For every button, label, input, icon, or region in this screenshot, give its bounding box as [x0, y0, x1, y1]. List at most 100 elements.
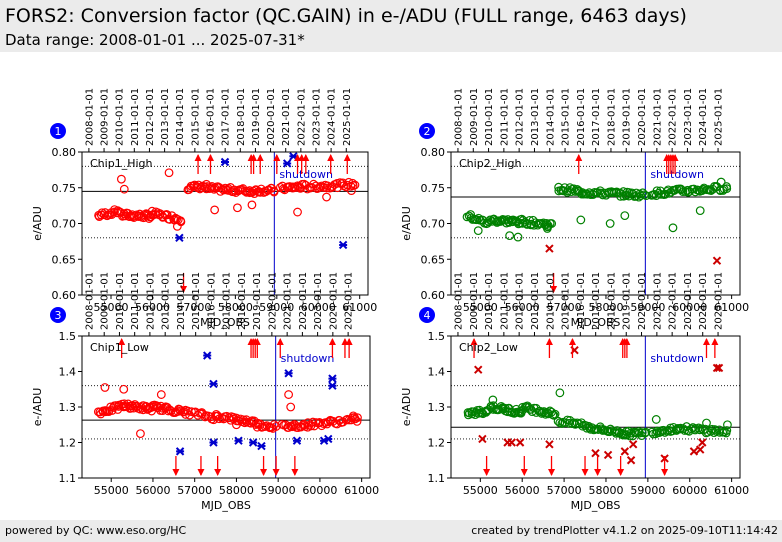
arrow-up-head: [276, 338, 284, 345]
data-point: [722, 184, 732, 194]
cross-marker: [712, 256, 722, 265]
date-tick-label: 2012-01-01: [145, 88, 156, 146]
outlier-marker: [175, 447, 185, 456]
y-tick-label: 0.80: [421, 146, 446, 159]
y-axis-label: e/ADU: [400, 206, 413, 241]
date-tick-label: 2019-01-01: [622, 272, 633, 330]
date-tick-label: 2014-01-01: [176, 272, 187, 330]
arrow-up-head: [345, 338, 353, 345]
date-tick-label: 2019-01-01: [622, 88, 633, 146]
arrow-up-head: [702, 338, 710, 345]
cross-marker: [698, 438, 707, 447]
x-tick-label: 56000: [135, 484, 170, 497]
data-point: [723, 420, 732, 430]
arrow-down-head: [550, 286, 558, 293]
outlier-marker: [257, 441, 266, 451]
y-tick-label: 0.60: [52, 289, 77, 302]
date-tick-label: 2017-01-01: [221, 88, 232, 146]
date-tick-label: 2022-01-01: [296, 88, 307, 146]
y-tick-label: 1.2: [59, 437, 77, 450]
date-tick-label: 2016-01-01: [206, 272, 217, 330]
data-point: [472, 215, 482, 225]
data-point: [308, 417, 318, 427]
date-tick-label: 2023-01-01: [683, 272, 694, 330]
data-point: [353, 413, 362, 423]
data-point: [710, 425, 720, 434]
date-tick-label: 2012-01-01: [515, 88, 526, 146]
date-tick-label: 2020-01-01: [266, 88, 277, 146]
x-tick-label: 61000: [714, 301, 749, 314]
x-tick-label: 59000: [630, 301, 665, 314]
date-tick-label: 2009-01-01: [469, 88, 480, 146]
data-point: [156, 390, 166, 399]
date-tick-label: 2019-01-01: [252, 272, 263, 330]
date-tick-label: 2010-01-01: [115, 272, 126, 330]
arrow-up-head: [250, 154, 258, 161]
arrow-down-head: [548, 469, 556, 476]
date-tick-label: 2021-01-01: [281, 88, 292, 146]
date-tick-label: 2013-01-01: [530, 88, 541, 146]
data-point: [322, 192, 331, 202]
y-tick-label: 1.3: [428, 401, 446, 414]
date-tick-label: 2021-01-01: [652, 272, 663, 330]
data-point: [233, 203, 242, 213]
outlier-marker: [284, 369, 293, 378]
date-tick-label: 2024-01-01: [698, 88, 709, 146]
date-tick-label: 2016-01-01: [576, 88, 587, 146]
arrow-up-head: [256, 154, 264, 161]
panel-badge-label: 2: [424, 125, 431, 138]
data-layer: [462, 154, 732, 293]
data-point: [576, 215, 586, 225]
event-label: shutdown: [281, 352, 335, 365]
header-bar: FORS2: Conversion factor (QC.GAIN) in e-…: [0, 0, 782, 52]
footer-credit: powered by QC: www.eso.org/HC: [5, 524, 187, 537]
arrow-down-head: [214, 469, 222, 476]
outlier-marker: [234, 436, 243, 445]
data-point: [520, 217, 530, 227]
data-point: [210, 205, 220, 215]
data-point: [317, 181, 326, 191]
data-point: [348, 411, 358, 421]
data-point: [488, 395, 498, 405]
arrow-up-head: [302, 154, 310, 161]
arrow-up-head: [253, 338, 261, 345]
panel-badge: [419, 123, 435, 139]
cross-marker: [620, 447, 630, 456]
arrow-down-head: [180, 286, 188, 293]
date-tick-label: 2020-01-01: [637, 88, 648, 146]
arrow-down-head: [520, 469, 528, 476]
date-tick-label: 2009-01-01: [469, 272, 480, 330]
data-point: [164, 168, 174, 178]
data-layer: [93, 338, 362, 476]
x-tick-label: 60000: [302, 484, 337, 497]
arrow-up-head: [671, 154, 679, 161]
x-tick-label: 57000: [547, 301, 582, 314]
page-title: FORS2: Conversion factor (QC.GAIN) in e-…: [5, 5, 687, 27]
date-tick-label: 2011-01-01: [499, 272, 510, 330]
data-point: [626, 428, 636, 438]
date-tick-label: 2016-01-01: [205, 88, 216, 146]
arrow-up-head: [273, 154, 281, 161]
date-tick-label: 2010-01-01: [115, 88, 126, 146]
data-layer: [463, 338, 732, 476]
cross-marker: [515, 438, 525, 447]
data-point: [116, 174, 126, 184]
y-tick-label: 0.70: [52, 218, 77, 231]
date-tick-label: 2023-01-01: [683, 88, 694, 146]
panel-badge-label: 3: [55, 309, 62, 322]
data-point: [616, 191, 625, 201]
y-tick-label: 1.5: [428, 330, 446, 343]
arrow-up-head: [470, 338, 478, 345]
cross-marker: [603, 450, 613, 460]
arrow-down-head: [197, 469, 205, 476]
data-point: [641, 191, 651, 201]
data-point: [668, 223, 678, 233]
date-tick-label: 2014-01-01: [175, 88, 186, 146]
date-tick-label: 2021-01-01: [652, 88, 663, 146]
data-point: [484, 217, 494, 227]
data-point: [100, 383, 110, 392]
data-point: [108, 403, 118, 412]
data-point: [694, 185, 704, 195]
data-point: [293, 207, 302, 217]
x-axis-label: MJD_OBS: [571, 316, 621, 329]
